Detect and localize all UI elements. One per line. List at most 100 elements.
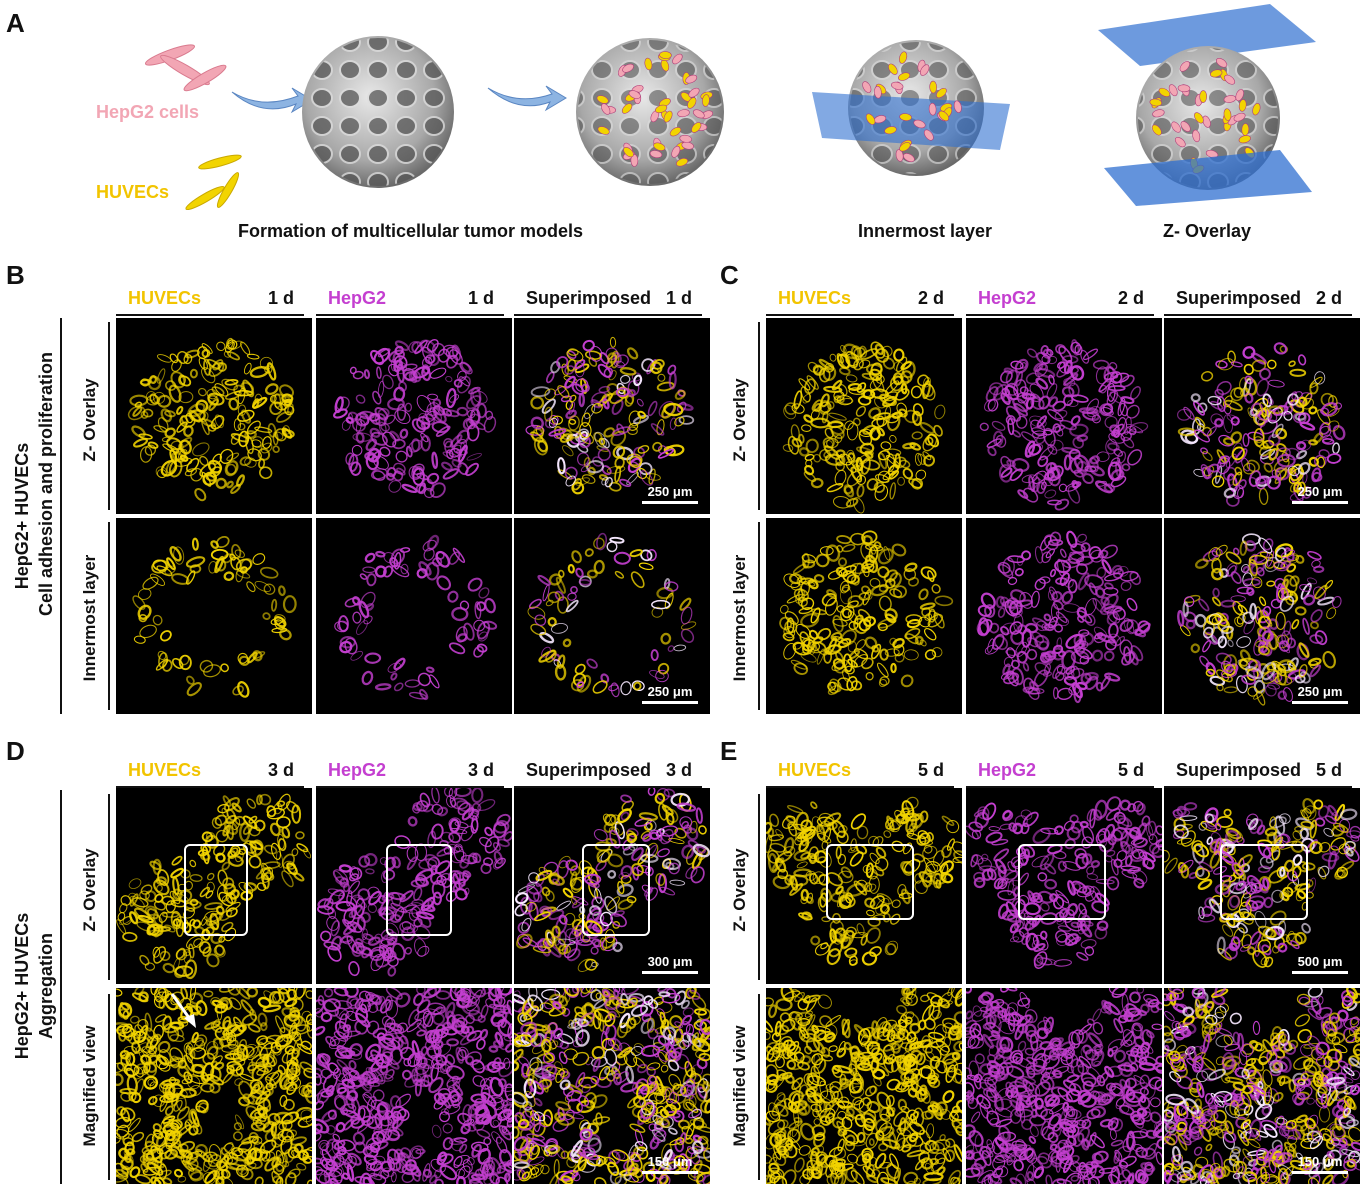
micrograph-huvec-magnified	[116, 988, 312, 1184]
micrograph-hepg2	[966, 788, 1162, 984]
column-head: Superimposed 3 d	[514, 760, 702, 788]
scale-bar-label: 300 μm	[647, 954, 693, 969]
micrograph-superimposed: 250 μm	[1164, 318, 1360, 514]
micrograph-hepg2-magnified	[316, 988, 512, 1184]
micrograph-texture	[966, 988, 1162, 1184]
arrow-icon	[231, 87, 313, 114]
scale-bar: 250 μm	[642, 484, 698, 504]
micrograph-superimposed-magnified: 150 μm	[1164, 988, 1360, 1184]
caption-zoverlay: Z- Overlay	[1163, 221, 1252, 241]
scale-bar: 250 μm	[1292, 484, 1348, 504]
sidebar-label-d: HepG2+ HUVECs Aggregation	[10, 886, 58, 1086]
column-name: HepG2	[978, 760, 1037, 780]
panel-letter-b: B	[6, 260, 25, 290]
column-name: Superimposed	[526, 760, 652, 780]
column-name: HepG2	[328, 288, 387, 308]
micrograph-texture	[527, 532, 697, 698]
micrograph-hepg2	[966, 318, 1162, 514]
column-day: 3 d	[267, 760, 294, 780]
scale-bar: 150 μm	[1292, 1154, 1348, 1174]
micrograph-texture	[1177, 533, 1342, 706]
column-day: 2 d	[917, 288, 944, 308]
z-overlay-icon	[1098, 4, 1316, 206]
huvecs-cells-icon	[185, 154, 242, 211]
row-rule	[758, 322, 760, 510]
micrograph-huvec	[766, 518, 962, 714]
micrograph-texture	[782, 341, 946, 514]
scale-bar: 250 μm	[642, 684, 698, 704]
micrograph-huvec	[116, 318, 312, 514]
zoom-box	[386, 844, 452, 936]
micrograph-texture	[1164, 797, 1360, 968]
micrograph-texture	[979, 339, 1149, 511]
caption-formation: Formation of multicellular tumor models	[238, 221, 584, 241]
scale-bar: 500 μm	[1292, 954, 1348, 974]
column-day: 2 d	[1117, 288, 1144, 308]
column-head: HUVECs 2 d	[766, 288, 954, 316]
scale-bar: 300 μm	[642, 954, 698, 974]
hepg2-cells-icon	[145, 44, 227, 92]
micrograph-huvec-magnified	[766, 988, 962, 1184]
column-head: Superimposed 2 d	[1164, 288, 1352, 316]
micrograph-texture	[514, 788, 710, 973]
row-label: Z- Overlay	[80, 378, 99, 462]
sidebar-line-1: HepG2+ HUVECs	[12, 912, 32, 1060]
panel-letter-c: C	[720, 260, 739, 290]
zoom-box	[1220, 844, 1308, 920]
column-day: 3 d	[665, 760, 692, 780]
hepg2-cells-label: HepG2 cells	[96, 102, 200, 122]
micrograph-huvec	[766, 788, 962, 984]
arrow-icon	[487, 85, 567, 112]
micrograph-superimposed-magnified: 150 μm	[514, 988, 710, 1184]
column-day: 5 d	[1117, 760, 1144, 780]
panel-letter-d: D	[6, 736, 25, 766]
column-day: 5 d	[917, 760, 944, 780]
micrograph-superimposed: 250 μm	[514, 318, 710, 514]
row-label: Z- Overlay	[80, 848, 99, 932]
row-label: Innermost layer	[730, 554, 749, 682]
micrograph-hepg2-magnified	[966, 988, 1162, 1184]
micrograph-texture	[766, 988, 962, 1184]
column-name: Superimposed	[1176, 760, 1302, 780]
sidebar-line-2: Cell adhesion and proliferation	[36, 351, 56, 616]
arrow-icon	[170, 993, 196, 1028]
scale-bar-label: 150 μm	[1297, 1154, 1343, 1169]
zoom-box	[826, 844, 914, 920]
micrograph-texture	[316, 788, 512, 977]
micrograph-superimposed: 250 μm	[1164, 518, 1360, 714]
row-label: Magnified view	[730, 1025, 749, 1147]
scale-bar-label: 250 μm	[647, 484, 693, 499]
row-label: Magnified view	[80, 1025, 99, 1147]
micrograph-hepg2	[316, 788, 512, 984]
micrograph-texture	[127, 337, 295, 502]
micrograph-texture	[966, 796, 1162, 969]
scale-bar-label: 150 μm	[647, 1154, 693, 1169]
column-day: 3 d	[467, 760, 494, 780]
micrograph-huvec	[116, 788, 312, 984]
scale-bar-label: 250 μm	[647, 684, 693, 699]
micrograph-texture	[132, 536, 297, 698]
column-head: HepG2 5 d	[966, 760, 1154, 788]
column-name: Superimposed	[526, 288, 652, 308]
scale-bar-label: 500 μm	[1297, 954, 1343, 969]
scale-bar-label: 250 μm	[1297, 684, 1343, 699]
column-day: 1 d	[267, 288, 294, 308]
column-name: Superimposed	[1176, 288, 1302, 308]
micrograph-huvec	[766, 318, 962, 514]
column-head: Superimposed 5 d	[1164, 760, 1352, 788]
column-day: 1 d	[665, 288, 692, 308]
column-name: HUVECs	[778, 288, 852, 308]
row-rule	[108, 322, 110, 510]
micrograph-texture	[116, 793, 312, 980]
sidebar-rule-b	[60, 318, 62, 714]
micrograph-texture	[779, 530, 954, 696]
scaffold-sphere-icon	[302, 36, 454, 188]
scale-bar: 250 μm	[1292, 684, 1348, 704]
row-rule	[108, 794, 110, 980]
micrograph-superimposed: 250 μm	[514, 518, 710, 714]
column-head: HepG2 3 d	[316, 760, 504, 788]
column-head: HUVECs 5 d	[766, 760, 954, 788]
micrograph-huvec	[116, 518, 312, 714]
scale-bar: 150 μm	[642, 1154, 698, 1174]
micrograph-texture	[334, 534, 498, 701]
